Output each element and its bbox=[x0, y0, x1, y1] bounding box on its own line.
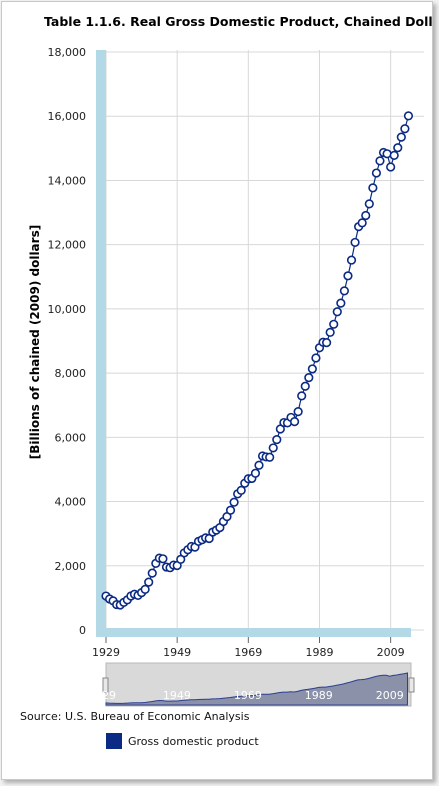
series-points-gdp[interactable] bbox=[101, 111, 414, 610]
y-tick-label: 6,000 bbox=[55, 431, 87, 444]
gridlines bbox=[105, 50, 424, 631]
y-axis-ticks: 0 2,000 4,000 6,000 8,000 10,000 12,000 14,000 1… bbox=[48, 46, 87, 637]
data-point[interactable] bbox=[336, 298, 346, 308]
y-tick-label: 8,000 bbox=[55, 367, 87, 380]
data-point[interactable] bbox=[250, 468, 261, 478]
data-point[interactable] bbox=[236, 485, 246, 495]
data-point[interactable] bbox=[343, 271, 353, 281]
data-point[interactable] bbox=[325, 327, 335, 337]
y-tick-label: 4,000 bbox=[55, 496, 87, 509]
x-tick-label: 1929 bbox=[92, 646, 120, 659]
data-point[interactable] bbox=[304, 373, 314, 383]
y-tick-label: 0 bbox=[79, 624, 86, 637]
navigator-labels: 29 1949 1969 1989 2009 bbox=[102, 689, 404, 702]
data-point[interactable] bbox=[293, 407, 303, 417]
data-point[interactable] bbox=[393, 143, 403, 153]
y-tick-label: 12,000 bbox=[48, 239, 87, 252]
data-point[interactable] bbox=[361, 210, 371, 221]
data-point[interactable] bbox=[400, 124, 410, 134]
data-point[interactable] bbox=[272, 434, 282, 445]
navigator-handle-left[interactable] bbox=[102, 677, 109, 693]
data-point[interactable] bbox=[140, 584, 150, 594]
data-point[interactable] bbox=[229, 497, 239, 507]
navigator-area bbox=[105, 672, 409, 706]
data-point[interactable] bbox=[158, 554, 168, 564]
source-note: Source: U.S. Bureau of Economic Analysis bbox=[20, 710, 250, 723]
x-axis-scroll-bar[interactable] bbox=[96, 628, 411, 637]
data-point[interactable] bbox=[332, 307, 342, 317]
data-point[interactable] bbox=[386, 162, 396, 172]
legend-swatch-gdp[interactable] bbox=[106, 733, 122, 749]
navigator-label: 1989 bbox=[305, 689, 333, 702]
data-point[interactable] bbox=[225, 505, 236, 515]
y-tick-label: 18,000 bbox=[48, 46, 87, 59]
legend[interactable]: Gross domestic product bbox=[106, 733, 259, 749]
data-point[interactable] bbox=[289, 416, 300, 427]
data-point[interactable] bbox=[339, 286, 349, 296]
data-point[interactable] bbox=[396, 132, 406, 142]
data-point[interactable] bbox=[300, 381, 310, 391]
data-point[interactable] bbox=[144, 577, 154, 587]
data-point[interactable] bbox=[375, 156, 385, 166]
data-point[interactable] bbox=[350, 237, 360, 248]
data-point[interactable] bbox=[346, 255, 357, 265]
x-tick-label: 1949 bbox=[163, 646, 191, 659]
navigator-label: 1949 bbox=[163, 689, 191, 702]
series-line-gdp bbox=[105, 115, 409, 606]
x-tick-label: 2009 bbox=[377, 646, 405, 659]
navigator-label: 29 bbox=[102, 689, 116, 702]
gdp-chart: Table 1.1.6. Real Gross Domestic Product… bbox=[20, 14, 432, 749]
navigator-label: 1969 bbox=[234, 689, 262, 702]
data-point[interactable] bbox=[389, 150, 399, 160]
data-point[interactable] bbox=[147, 568, 157, 578]
data-point[interactable] bbox=[265, 452, 275, 462]
data-point[interactable] bbox=[311, 353, 321, 363]
data-point[interactable] bbox=[371, 168, 382, 178]
data-point[interactable] bbox=[322, 338, 332, 348]
range-navigator[interactable]: 29 1949 1969 1989 2009 bbox=[102, 662, 415, 707]
x-tick-label: 1989 bbox=[305, 646, 333, 659]
y-axis-label: [Billions of chained (2009) dollars] bbox=[28, 225, 42, 459]
x-tick-label: 1969 bbox=[234, 646, 262, 659]
y-tick-label: 2,000 bbox=[55, 560, 87, 573]
data-point[interactable] bbox=[368, 183, 378, 193]
data-point[interactable] bbox=[268, 443, 278, 453]
data-point[interactable] bbox=[307, 364, 317, 374]
data-point[interactable] bbox=[364, 199, 374, 209]
data-point[interactable] bbox=[297, 391, 307, 401]
y-tick-label: 16,000 bbox=[48, 110, 87, 123]
y-axis-scroll-bar[interactable] bbox=[96, 50, 106, 630]
y-tick-label: 10,000 bbox=[48, 303, 87, 316]
data-point[interactable] bbox=[357, 218, 367, 228]
chart-title: Table 1.1.6. Real Gross Domestic Product… bbox=[44, 14, 432, 29]
y-tick-label: 14,000 bbox=[48, 174, 87, 187]
navigator-handle-right[interactable] bbox=[408, 677, 415, 693]
chart-window: Table 1.1.6. Real Gross Domestic Product… bbox=[1, 1, 433, 780]
x-axis-ticks: 1929 1949 1969 1989 2009 bbox=[92, 637, 405, 659]
data-point[interactable] bbox=[403, 111, 414, 121]
legend-label-gdp[interactable]: Gross domestic product bbox=[128, 735, 259, 748]
data-point[interactable] bbox=[329, 319, 339, 329]
data-point[interactable] bbox=[254, 460, 264, 470]
navigator-label: 2009 bbox=[376, 689, 404, 702]
